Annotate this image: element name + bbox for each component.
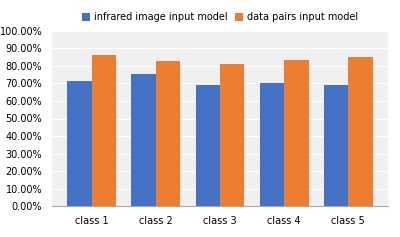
Bar [220,64,244,206]
Bar [260,83,284,206]
Bar [284,60,308,206]
Bar [92,55,116,206]
Legend: infrared image input model, data pairs input model: infrared image input model, data pairs i… [80,10,360,24]
Bar [156,61,180,206]
Bar [196,85,220,206]
Bar [324,85,348,206]
Bar [67,81,92,206]
Bar [132,74,156,206]
Bar [348,57,373,206]
